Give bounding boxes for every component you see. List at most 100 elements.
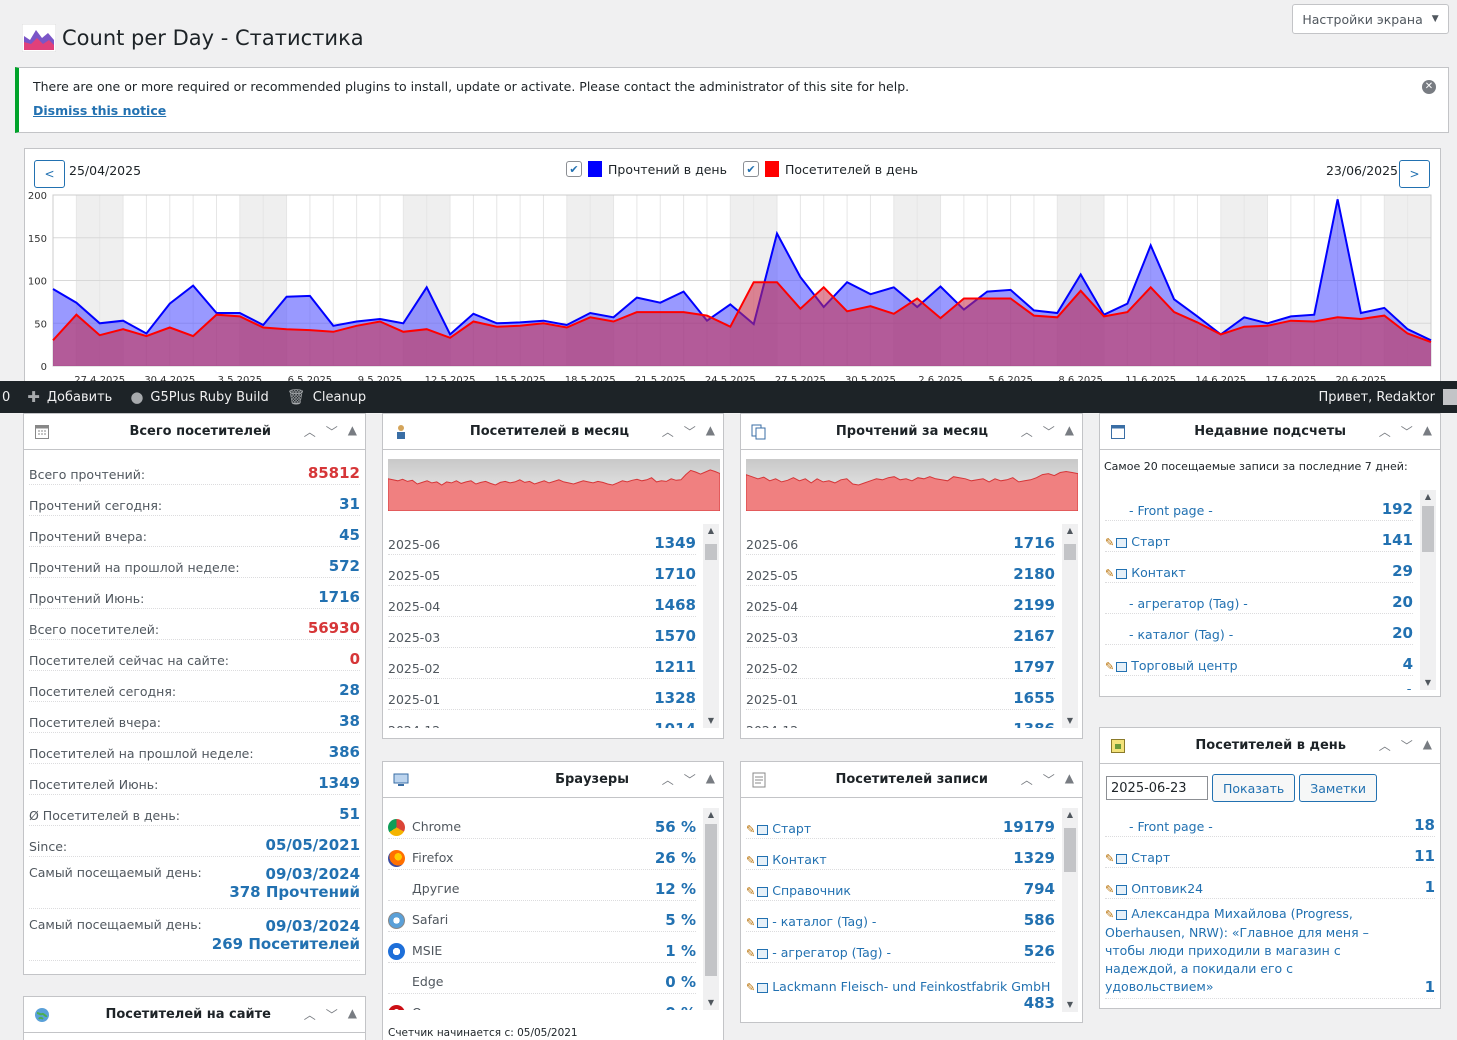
stat-label: Since: bbox=[29, 839, 68, 854]
post-link[interactable]: - Front page - bbox=[1129, 503, 1213, 518]
pencil-icon[interactable]: ✎ bbox=[1105, 908, 1115, 921]
monthly-reads-title: Прочтений за месяц bbox=[835, 424, 988, 439]
move-up-icon[interactable]: ︿ bbox=[661, 773, 674, 787]
post-link[interactable]: - агрегатор (Tag) - bbox=[772, 945, 892, 960]
screen-options-button[interactable]: Настройки экрана ▼ bbox=[1292, 4, 1449, 34]
toggle-panel-icon[interactable]: ▲ bbox=[1064, 423, 1074, 437]
post-link[interactable]: - агрегатор (Tag) - bbox=[1129, 596, 1248, 611]
stat-value: 38 bbox=[339, 712, 360, 730]
pencil-icon[interactable]: ✎ bbox=[1105, 660, 1115, 673]
move-down-icon[interactable]: ﹀ bbox=[325, 1008, 338, 1022]
best-reads-row: Самый посещаемый день: 09/03/2024 378 Пр… bbox=[29, 857, 360, 909]
pencil-icon[interactable]: ✎ bbox=[1105, 883, 1115, 896]
move-down-icon[interactable]: ﹀ bbox=[683, 425, 696, 439]
post-link[interactable]: Lackmann Fleisch- und Feinkostfabrik Gmb… bbox=[772, 979, 1051, 994]
prev-period-button[interactable]: < bbox=[34, 160, 65, 188]
browser-row: Firefox 26 % bbox=[388, 839, 696, 870]
legend-reads-label: Прочтений в день bbox=[608, 161, 727, 177]
post-link[interactable]: Контакт bbox=[772, 852, 827, 867]
notes-button[interactable]: Заметки bbox=[1299, 774, 1377, 802]
post-link[interactable]: Оптовик24 bbox=[1131, 881, 1204, 896]
stat-row: Всего прочтений: 85812 bbox=[29, 454, 360, 485]
month-row: 2025-06 1716 bbox=[746, 524, 1055, 555]
browser-row: Opera 0 % bbox=[388, 994, 696, 1010]
move-down-icon[interactable]: ﹀ bbox=[1042, 425, 1055, 439]
scrollbar[interactable]: ▲ ▼ bbox=[703, 524, 719, 728]
visitors-checkbox[interactable]: ✔ bbox=[742, 161, 759, 177]
move-up-icon[interactable]: ︿ bbox=[1378, 425, 1391, 439]
scrollbar[interactable]: ▲ ▼ bbox=[1062, 524, 1078, 728]
pencil-icon[interactable]: ✎ bbox=[1105, 852, 1115, 865]
post-link[interactable]: Александра Михайлова (Progress, Oberhaus… bbox=[1105, 906, 1369, 994]
post-link[interactable]: О нас bbox=[1131, 689, 1168, 690]
move-down-icon[interactable]: ﹀ bbox=[683, 773, 696, 787]
toggle-panel-icon[interactable]: ▲ bbox=[1422, 737, 1432, 751]
pencil-icon[interactable]: ✎ bbox=[746, 916, 756, 929]
plus-icon: ✚ bbox=[27, 388, 40, 406]
move-up-icon[interactable]: ︿ bbox=[303, 1008, 316, 1022]
month-label: 2025-02 bbox=[746, 661, 799, 676]
monthly-visitors-panel: Посетителей в месяц ︿ ﹀ ▲ 2025-06 1349 2025-… bbox=[382, 413, 724, 739]
theme-build-menu[interactable]: ● G5Plus Ruby Build bbox=[130, 388, 268, 406]
browser-share: 0 % bbox=[665, 1004, 696, 1010]
move-up-icon[interactable]: ︿ bbox=[1020, 773, 1033, 787]
move-up-icon[interactable]: ︿ bbox=[661, 425, 674, 439]
scrollbar[interactable]: ▲ ▼ bbox=[1062, 808, 1078, 1012]
move-up-icon[interactable]: ︿ bbox=[1378, 739, 1391, 753]
scrollbar[interactable]: ▲ ▼ bbox=[1420, 490, 1436, 690]
post-link[interactable]: Старт bbox=[1131, 534, 1171, 549]
next-period-button[interactable]: > bbox=[1399, 160, 1430, 188]
post-link[interactable]: Старт bbox=[1131, 850, 1171, 865]
post-link[interactable]: Справочник bbox=[772, 883, 851, 898]
toggle-panel-icon[interactable]: ▲ bbox=[347, 423, 357, 437]
month-label: 2025-03 bbox=[388, 630, 441, 645]
page-icon bbox=[757, 886, 769, 897]
toggle-panel-icon[interactable]: ▲ bbox=[705, 423, 715, 437]
toggle-panel-icon[interactable]: ▲ bbox=[1064, 771, 1074, 785]
move-down-icon[interactable]: ﹀ bbox=[325, 425, 338, 439]
stat-value: 05/05/2021 bbox=[265, 836, 360, 854]
pencil-icon[interactable]: ✎ bbox=[746, 981, 756, 994]
account-menu[interactable]: Привет, Redaktor bbox=[1318, 381, 1435, 413]
page-icon bbox=[1116, 853, 1128, 864]
avatar[interactable] bbox=[1443, 389, 1457, 405]
post-count: 19179 bbox=[1002, 818, 1055, 836]
move-down-icon[interactable]: ﹀ bbox=[1400, 425, 1413, 439]
pencil-icon[interactable]: ✎ bbox=[746, 885, 756, 898]
browser-name: Другие bbox=[412, 881, 460, 896]
pencil-icon[interactable]: ✎ bbox=[746, 823, 756, 836]
show-button[interactable]: Показать bbox=[1212, 774, 1296, 802]
browsers-title: Браузеры bbox=[555, 772, 629, 787]
pencil-icon[interactable]: ✎ bbox=[746, 947, 756, 960]
post-link[interactable]: Торговый центр bbox=[1131, 658, 1238, 673]
date-input[interactable] bbox=[1106, 776, 1208, 800]
cleanup-menu[interactable]: 🗑 Cleanup bbox=[287, 388, 366, 406]
close-icon[interactable]: ✕ bbox=[1422, 80, 1436, 94]
browser-share: 5 % bbox=[665, 911, 696, 929]
browser-share: 26 % bbox=[654, 849, 696, 867]
reads-checkbox[interactable]: ✔ bbox=[566, 161, 582, 177]
toggle-panel-icon[interactable]: ▲ bbox=[705, 771, 715, 785]
post-link[interactable]: Контакт bbox=[1131, 565, 1186, 580]
move-up-icon[interactable]: ︿ bbox=[1020, 425, 1033, 439]
dismiss-notice-link[interactable]: Dismiss this notice bbox=[33, 103, 167, 118]
toggle-panel-icon[interactable]: ▲ bbox=[1422, 423, 1432, 437]
toggle-panel-icon[interactable]: ▲ bbox=[347, 1006, 357, 1020]
post-link[interactable]: - каталог (Tag) - bbox=[1129, 627, 1234, 642]
pencil-icon[interactable]: ✎ bbox=[746, 854, 756, 867]
pencil-icon[interactable]: ✎ bbox=[1105, 536, 1115, 549]
add-new-menu[interactable]: ✚ Добавить bbox=[27, 388, 112, 406]
month-label: 2025-06 bbox=[746, 537, 799, 552]
move-down-icon[interactable]: ﹀ bbox=[1400, 739, 1413, 753]
post-link[interactable]: - каталог (Tag) - bbox=[772, 914, 877, 929]
month-label: 2025-01 bbox=[746, 692, 799, 707]
post-link[interactable]: Старт bbox=[772, 821, 812, 836]
move-up-icon[interactable]: ︿ bbox=[303, 425, 316, 439]
pencil-icon[interactable]: ✎ bbox=[1105, 567, 1115, 580]
move-down-icon[interactable]: ﹀ bbox=[1042, 773, 1055, 787]
scrollbar[interactable]: ▲ ▼ bbox=[703, 808, 719, 1010]
page-icon bbox=[757, 917, 769, 928]
post-link[interactable]: - Front page - bbox=[1129, 819, 1213, 834]
browser-share: 12 % bbox=[654, 880, 696, 898]
post-visitors-panel: Посетителей записи ︿ ﹀ ▲ ✎ Старт 19179 ✎ Конта… bbox=[740, 761, 1083, 1023]
